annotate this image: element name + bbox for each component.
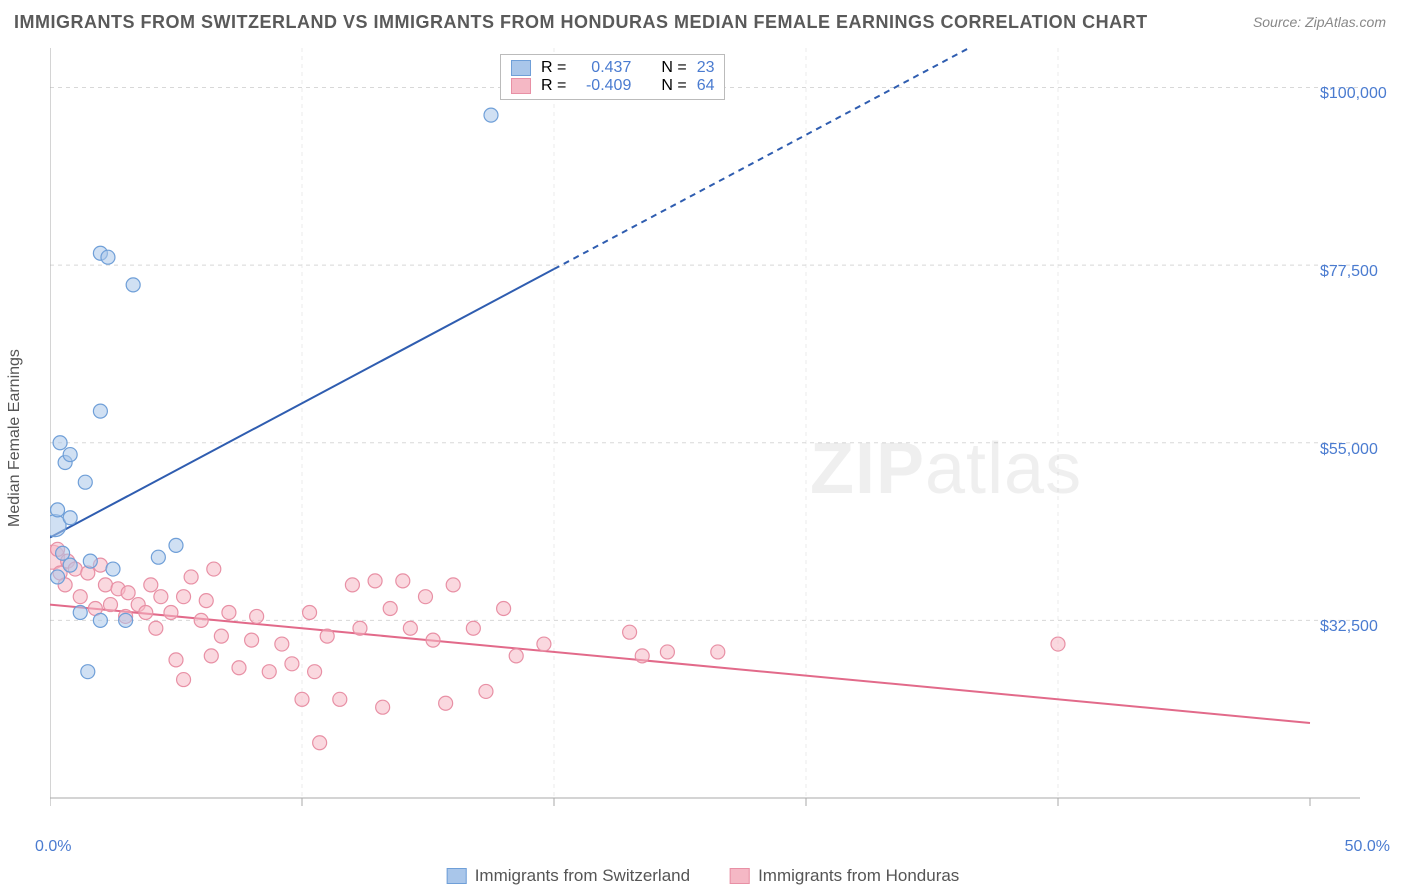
r-value: 0.437 xyxy=(576,59,631,77)
swatch-honduras xyxy=(730,868,750,884)
y-tick-label: $100,000 xyxy=(1320,85,1387,103)
scatter-plot xyxy=(50,48,1370,828)
y-tick-label: $55,000 xyxy=(1320,441,1378,459)
n-value: 23 xyxy=(697,59,715,77)
legend-label: Immigrants from Honduras xyxy=(758,866,959,886)
legend-item-honduras: Immigrants from Honduras xyxy=(730,866,959,886)
stats-row-switzerland: R = 0.437 N = 23 xyxy=(511,59,714,77)
chart-title: IMMIGRANTS FROM SWITZERLAND VS IMMIGRANT… xyxy=(14,12,1148,33)
legend-label: Immigrants from Switzerland xyxy=(475,866,690,886)
x-max-label: 50.0% xyxy=(1345,838,1390,856)
x-min-label: 0.0% xyxy=(35,838,71,856)
swatch-honduras xyxy=(511,78,531,94)
y-tick-label: $32,500 xyxy=(1320,618,1378,636)
r-value: -0.409 xyxy=(576,77,631,95)
legend-item-switzerland: Immigrants from Switzerland xyxy=(447,866,690,886)
n-value: 64 xyxy=(697,77,715,95)
r-label: R = xyxy=(541,77,566,95)
n-label: N = xyxy=(661,77,686,95)
stats-legend: R = 0.437 N = 23 R = -0.409 N = 64 xyxy=(500,54,725,100)
y-tick-label: $77,500 xyxy=(1320,263,1378,281)
swatch-switzerland xyxy=(511,60,531,76)
swatch-switzerland xyxy=(447,868,467,884)
stats-row-honduras: R = -0.409 N = 64 xyxy=(511,77,714,95)
chart-area: Median Female Earnings ZIPatlas R = 0.43… xyxy=(50,48,1370,828)
series-legend: Immigrants from Switzerland Immigrants f… xyxy=(447,866,960,886)
n-label: N = xyxy=(661,59,686,77)
source-attribution: Source: ZipAtlas.com xyxy=(1253,14,1386,30)
y-axis-label: Median Female Earnings xyxy=(6,349,24,527)
r-label: R = xyxy=(541,59,566,77)
